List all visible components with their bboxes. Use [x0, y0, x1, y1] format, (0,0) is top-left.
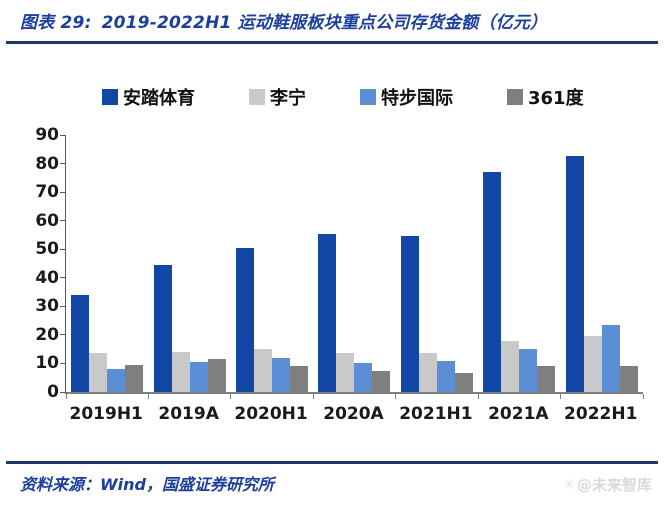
y-tick-70 [60, 191, 66, 193]
y-tick-40 [60, 277, 66, 279]
bar-group-2021H1 [396, 135, 478, 392]
x-boundary-tick-2 [230, 394, 232, 399]
bar-李宁-2021A [501, 340, 520, 392]
bar-chart: 0 10 20 30 40 50 60 70 80 90 2019H1 2019A 2020H1 202… [0, 125, 664, 455]
watermark: ✳ @未来智库 [563, 474, 652, 495]
bar-李宁-2020A [336, 353, 355, 392]
chart-legend: 安踏体育 李宁 特步国际 361度 [102, 84, 584, 110]
bar-361度-2022H1 [619, 366, 638, 392]
bar-361度-2020A [372, 370, 391, 392]
bar-group-2019H1 [66, 135, 148, 392]
y-tick-90 [60, 134, 66, 136]
x-axis-label-2022H1: 2022H1 [564, 404, 638, 424]
x-boundary-tick-6 [560, 394, 562, 399]
bar-group-2021A [478, 135, 560, 392]
footer-divider-line [6, 461, 658, 464]
y-tick-10 [60, 362, 66, 364]
y-axis-label-70: 70 [35, 182, 59, 203]
x-axis-label-2019A: 2019A [158, 404, 219, 424]
y-axis-label-0: 0 [47, 382, 59, 402]
bar-group-2020H1 [231, 135, 313, 392]
y-axis-label-40: 40 [35, 267, 59, 288]
source-note: 资料来源：Wind，国盛证券研究所 [20, 475, 274, 494]
y-tick-0 [60, 391, 66, 393]
bar-特步国际-2019A [189, 362, 208, 392]
plot-area: 0 10 20 30 40 50 60 70 80 90 [35, 126, 644, 401]
x-boundary-tick-7 [642, 394, 644, 399]
bar-特步国际-2022H1 [601, 324, 620, 392]
bar-安踏体育-2020A [318, 233, 337, 392]
bar-李宁-2020H1 [254, 349, 273, 392]
legend-label-xtep: 特步国际 [381, 88, 453, 109]
y-axis-label-80: 80 [35, 153, 59, 174]
x-boundary-tick-5 [477, 394, 479, 399]
bar-特步国际-2019H1 [107, 369, 126, 392]
x-axis-label-2019H1: 2019H1 [69, 404, 143, 424]
x-axis-label-2021A: 2021A [488, 404, 549, 424]
paw-print-icon: ✳ [563, 476, 575, 493]
x-boundary-tick-4 [395, 394, 397, 399]
bar-安踏体育-2021H1 [400, 236, 419, 392]
legend-swatch-lining [249, 89, 265, 105]
bar-特步国际-2020H1 [272, 357, 291, 392]
bar-361度-2019A [207, 359, 226, 392]
title-divider-line [6, 41, 658, 44]
bar-group-2020A [313, 135, 395, 392]
legend-item-361: 361度 [507, 84, 584, 110]
legend-swatch-361 [507, 89, 523, 105]
legend-swatch-xtep [360, 89, 376, 105]
bar-特步国际-2021H1 [436, 360, 455, 392]
figure-number-label: 图表 29: [20, 13, 92, 33]
bar-特步国际-2020A [354, 363, 373, 392]
bar-安踏体育-2019A [153, 264, 172, 392]
figure-title-text: 2019-2022H1 运动鞋服板块重点公司存货金额（亿元） [101, 13, 548, 33]
bar-安踏体育-2021A [483, 172, 502, 392]
bar-李宁-2019A [171, 352, 190, 392]
bar-安踏体育-2019H1 [71, 294, 90, 392]
y-tick-20 [60, 334, 66, 336]
y-axis-label-30: 30 [35, 296, 59, 317]
y-tick-30 [60, 305, 66, 307]
x-axis-label-2020A: 2020A [323, 404, 384, 424]
bar-361度-2020H1 [290, 366, 309, 392]
x-axis-label-2020H1: 2020H1 [234, 404, 308, 424]
legend-item-xtep: 特步国际 [360, 84, 453, 110]
bar-特步国际-2021A [519, 349, 538, 392]
watermark-text: @未来智库 [576, 476, 652, 494]
bar-李宁-2019H1 [89, 353, 108, 392]
y-tick-60 [60, 220, 66, 222]
y-axis-label-90: 90 [35, 125, 59, 145]
legend-label-361: 361度 [528, 88, 584, 109]
bar-李宁-2021H1 [418, 353, 437, 392]
bar-group-2019A [148, 135, 230, 392]
bar-361度-2021A [537, 366, 556, 392]
figure-title: 图表 29: 2019-2022H1 运动鞋服板块重点公司存货金额（亿元） [20, 8, 654, 33]
bar-李宁-2022H1 [583, 336, 602, 392]
x-boundary-tick-1 [147, 394, 149, 399]
bar-group-2022H1 [561, 135, 643, 392]
y-axis-label-10: 10 [35, 353, 59, 374]
y-axis-label-20: 20 [35, 324, 59, 345]
bar-安踏体育-2020H1 [236, 247, 255, 392]
legend-swatch-anta [102, 89, 118, 105]
bar-361度-2019H1 [125, 364, 144, 392]
legend-label-anta: 安踏体育 [123, 88, 195, 109]
y-tick-80 [60, 163, 66, 165]
x-boundary-tick-3 [312, 394, 314, 399]
bar-安踏体育-2022H1 [565, 156, 584, 392]
legend-label-lining: 李宁 [270, 88, 306, 109]
x-boundary-tick-0 [65, 394, 67, 399]
y-axis-label-60: 60 [35, 210, 59, 231]
y-axis-label-50: 50 [35, 239, 59, 260]
x-axis-labels: 2019H1 2019A 2020H1 2020A 2021H1 2021A 2022H1 [65, 404, 642, 424]
legend-item-lining: 李宁 [249, 84, 306, 110]
bar-361度-2021H1 [454, 373, 473, 392]
legend-item-anta: 安踏体育 [102, 84, 195, 110]
x-axis-label-2021H1: 2021H1 [399, 404, 473, 424]
y-tick-50 [60, 248, 66, 250]
